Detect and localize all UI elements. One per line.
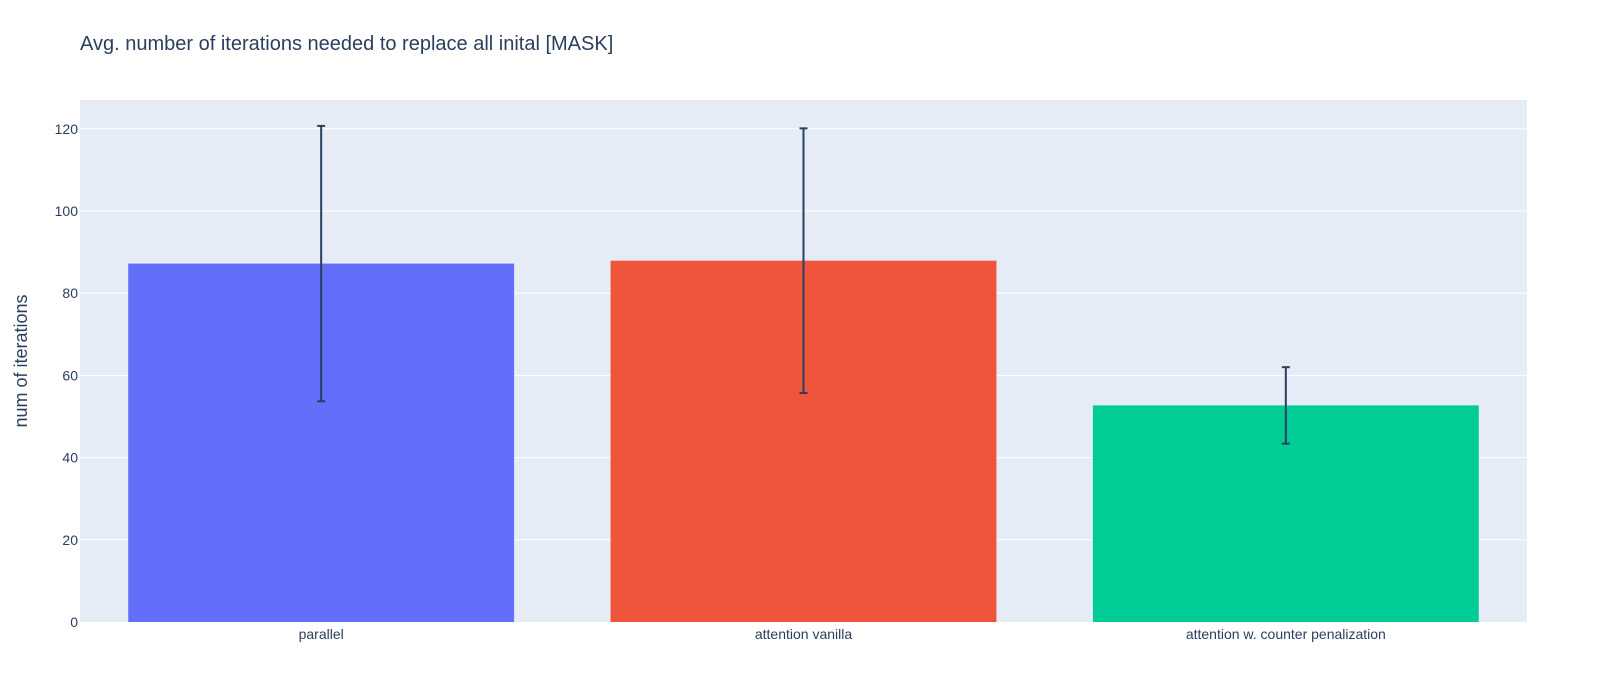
x-tick-label: attention w. counter penalization — [1186, 626, 1386, 642]
chart-title: Avg. number of iterations needed to repl… — [80, 33, 613, 55]
y-axis-title: num of iterations — [11, 294, 31, 427]
error-bars — [317, 124, 1290, 445]
y-tick-label: 120 — [55, 121, 79, 137]
y-axis-ticks: 0 20 40 60 80 100 120 — [55, 121, 79, 630]
error-bar — [317, 124, 326, 403]
y-tick-label: 20 — [62, 532, 78, 548]
x-tick-label: parallel — [299, 626, 344, 642]
error-bar — [799, 127, 808, 395]
y-tick-label: 60 — [62, 367, 78, 383]
y-tick-label: 100 — [55, 203, 79, 219]
y-tick-label: 40 — [62, 450, 78, 466]
y-tick-label: 0 — [70, 614, 78, 630]
x-tick-label: attention vanilla — [755, 626, 853, 642]
x-axis-ticks: parallel attention vanilla attention w. co… — [299, 626, 1386, 642]
y-tick-label: 80 — [62, 285, 78, 301]
error-bar — [1281, 366, 1290, 445]
